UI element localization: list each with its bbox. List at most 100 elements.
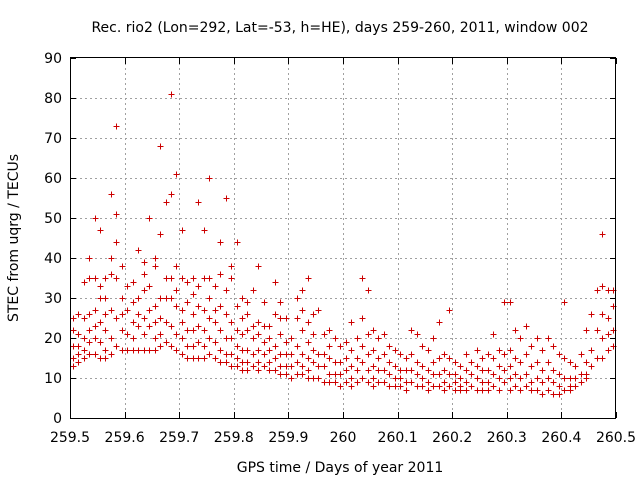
data-point bbox=[81, 355, 88, 362]
data-point bbox=[490, 331, 497, 338]
data-point bbox=[92, 351, 99, 358]
data-point bbox=[234, 355, 241, 362]
data-point bbox=[310, 311, 317, 318]
data-point bbox=[261, 351, 268, 358]
data-point bbox=[512, 371, 519, 378]
data-point bbox=[250, 363, 257, 370]
x-tick-label: 260.5 bbox=[596, 430, 636, 446]
data-point bbox=[228, 275, 235, 282]
data-point bbox=[588, 311, 595, 318]
data-point bbox=[228, 335, 235, 342]
data-point bbox=[288, 335, 295, 342]
data-point bbox=[545, 375, 552, 382]
data-point bbox=[141, 287, 148, 294]
data-point bbox=[539, 347, 546, 354]
data-point bbox=[201, 327, 208, 334]
data-point bbox=[337, 359, 344, 366]
data-point bbox=[255, 347, 262, 354]
data-point bbox=[479, 355, 486, 362]
data-point bbox=[283, 315, 290, 322]
data-point bbox=[446, 355, 453, 362]
x-tick-label: 260.1 bbox=[378, 430, 418, 446]
data-point bbox=[152, 335, 159, 342]
data-point bbox=[277, 363, 284, 370]
data-point bbox=[102, 311, 109, 318]
data-point bbox=[108, 351, 115, 358]
data-point bbox=[206, 295, 213, 302]
data-point bbox=[195, 303, 202, 310]
data-point bbox=[561, 355, 568, 362]
y-tick-label: 20 bbox=[44, 331, 62, 347]
data-point bbox=[463, 379, 470, 386]
data-point bbox=[594, 327, 601, 334]
data-point bbox=[70, 315, 77, 322]
data-point bbox=[359, 375, 366, 382]
x-axis: 259.5 259.6 259.7 259.8 259.9 260 260.1 260.2 26… bbox=[50, 58, 636, 446]
data-point bbox=[370, 375, 377, 382]
data-point bbox=[266, 359, 273, 366]
data-point bbox=[403, 355, 410, 362]
data-point bbox=[326, 379, 333, 386]
data-point bbox=[86, 255, 93, 262]
data-point bbox=[446, 307, 453, 314]
data-point bbox=[446, 371, 453, 378]
data-point bbox=[468, 359, 475, 366]
data-point bbox=[124, 347, 131, 354]
data-point bbox=[528, 343, 535, 350]
data-point bbox=[152, 347, 159, 354]
data-point bbox=[299, 307, 306, 314]
data-point bbox=[463, 351, 470, 358]
data-point bbox=[463, 387, 470, 394]
data-point bbox=[157, 231, 164, 238]
data-point bbox=[124, 331, 131, 338]
data-point bbox=[294, 315, 301, 322]
data-point bbox=[354, 367, 361, 374]
data-point bbox=[479, 379, 486, 386]
data-point bbox=[315, 375, 322, 382]
data-point bbox=[206, 315, 213, 322]
data-point bbox=[507, 347, 514, 354]
data-point bbox=[97, 227, 104, 234]
data-point bbox=[86, 275, 93, 282]
data-point bbox=[108, 335, 115, 342]
data-point bbox=[517, 335, 524, 342]
data-point bbox=[305, 339, 312, 346]
data-point bbox=[294, 295, 301, 302]
data-point bbox=[255, 359, 262, 366]
data-point bbox=[81, 335, 88, 342]
data-point bbox=[545, 387, 552, 394]
data-point bbox=[75, 311, 82, 318]
data-point bbox=[261, 299, 268, 306]
data-point bbox=[190, 311, 197, 318]
data-point bbox=[567, 359, 574, 366]
data-point bbox=[277, 371, 284, 378]
data-point bbox=[599, 311, 606, 318]
data-point bbox=[485, 379, 492, 386]
data-point bbox=[201, 227, 208, 234]
data-point bbox=[179, 227, 186, 234]
data-point bbox=[359, 359, 366, 366]
x-tick-label: 259.5 bbox=[50, 430, 90, 446]
data-point bbox=[228, 363, 235, 370]
data-point bbox=[343, 339, 350, 346]
data-point bbox=[326, 371, 333, 378]
data-point bbox=[135, 295, 142, 302]
data-point bbox=[266, 335, 273, 342]
data-point bbox=[359, 315, 366, 322]
data-point bbox=[457, 387, 464, 394]
data-point bbox=[534, 375, 541, 382]
data-point bbox=[370, 363, 377, 370]
data-point bbox=[479, 367, 486, 374]
data-point bbox=[102, 295, 109, 302]
data-point bbox=[206, 351, 213, 358]
data-point bbox=[255, 331, 262, 338]
data-point bbox=[550, 391, 557, 398]
data-point bbox=[223, 195, 230, 202]
data-point bbox=[299, 287, 306, 294]
data-point bbox=[124, 307, 131, 314]
data-point bbox=[305, 367, 312, 374]
data-point bbox=[217, 303, 224, 310]
x-axis-label: GPS time / Days of year 2011 bbox=[237, 460, 444, 476]
data-point bbox=[550, 367, 557, 374]
data-point bbox=[190, 343, 197, 350]
